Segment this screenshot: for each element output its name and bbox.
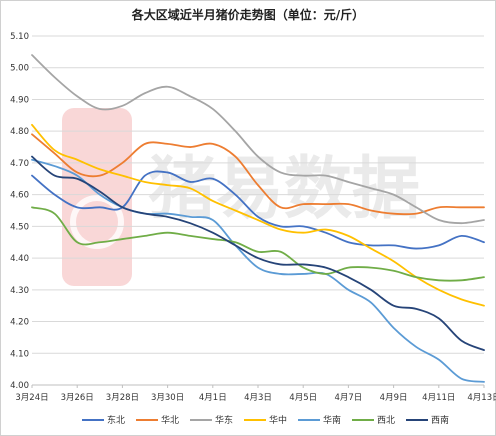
- y-tick-label: 4.90: [10, 95, 29, 105]
- x-tick-label: 4月7日: [334, 393, 362, 403]
- y-tick-label: 4.50: [10, 222, 29, 232]
- x-tick-label: 4月9日: [380, 393, 408, 403]
- y-tick-label: 4.40: [10, 254, 29, 264]
- x-tick-label: 4月1日: [199, 393, 227, 403]
- legend-item: 西南: [406, 414, 449, 426]
- legend-item: 西北: [352, 415, 395, 426]
- legend-item: 华东: [190, 414, 233, 426]
- y-tick-label: 4.80: [10, 127, 29, 137]
- chart-title: 各大区域近半月猪价走势图（单位：元/斤）: [131, 7, 364, 22]
- y-tick-label: 5.10: [10, 32, 29, 42]
- series-line-西北: [31, 206, 485, 282]
- y-tick-label: 4.00: [10, 381, 29, 391]
- x-tick-label: 4月13日: [467, 393, 496, 403]
- watermark-logo-ring-icon: [70, 195, 124, 249]
- x-tick-label: 3月26日: [61, 393, 94, 403]
- x-tick-label: 3月24日: [15, 393, 48, 403]
- y-axis-ticks: 4.00 4.10 4.20 4.30 4.40 4.50 4.60 4.70 4.80 4.90…: [10, 32, 29, 391]
- series-lines: [31, 54, 485, 383]
- series-line-华中: [31, 123, 485, 307]
- legend-label: 华中: [269, 414, 287, 426]
- y-tick-label: 4.70: [10, 159, 29, 169]
- x-tick-label: 3月30日: [151, 393, 184, 403]
- legend-item: 华南: [298, 414, 341, 426]
- series-line-西南: [31, 155, 485, 351]
- legend-label: 华北: [161, 414, 179, 426]
- legend-label: 西南: [431, 414, 449, 426]
- y-tick-label: 5.00: [10, 64, 29, 74]
- y-tick-label: 4.20: [10, 318, 29, 328]
- legend-label: 东北: [107, 414, 125, 426]
- y-tick-label: 4.30: [10, 286, 29, 296]
- legend-label: 西北: [377, 415, 395, 426]
- series-line-东北: [31, 170, 485, 250]
- legend-item: 华中: [244, 414, 287, 426]
- x-tick-label: 3月28日: [106, 393, 139, 403]
- series-line-华北: [31, 133, 485, 216]
- legend-item: 东北: [82, 414, 125, 426]
- y-tick-label: 4.60: [10, 191, 29, 201]
- x-axis-ticks: 3月24日 3月26日 3月28日 3月30日 4月1日 4月3日 4月5日 4月7日 4月9日…: [15, 384, 496, 403]
- legend-label: 华东: [215, 414, 233, 426]
- x-tick-label: 4月5日: [289, 393, 317, 403]
- x-tick-label: 4月3日: [244, 393, 272, 403]
- series-line-华东: [31, 54, 485, 225]
- y-tick-label: 4.10: [10, 349, 29, 359]
- series-line-华南: [31, 158, 485, 383]
- x-tick-label: 4月11日: [422, 393, 455, 403]
- legend-item: 华北: [136, 414, 179, 426]
- legend-label: 华南: [323, 414, 341, 426]
- legend: 东北 华北 华东 华中 华南 西北 西南: [82, 414, 449, 426]
